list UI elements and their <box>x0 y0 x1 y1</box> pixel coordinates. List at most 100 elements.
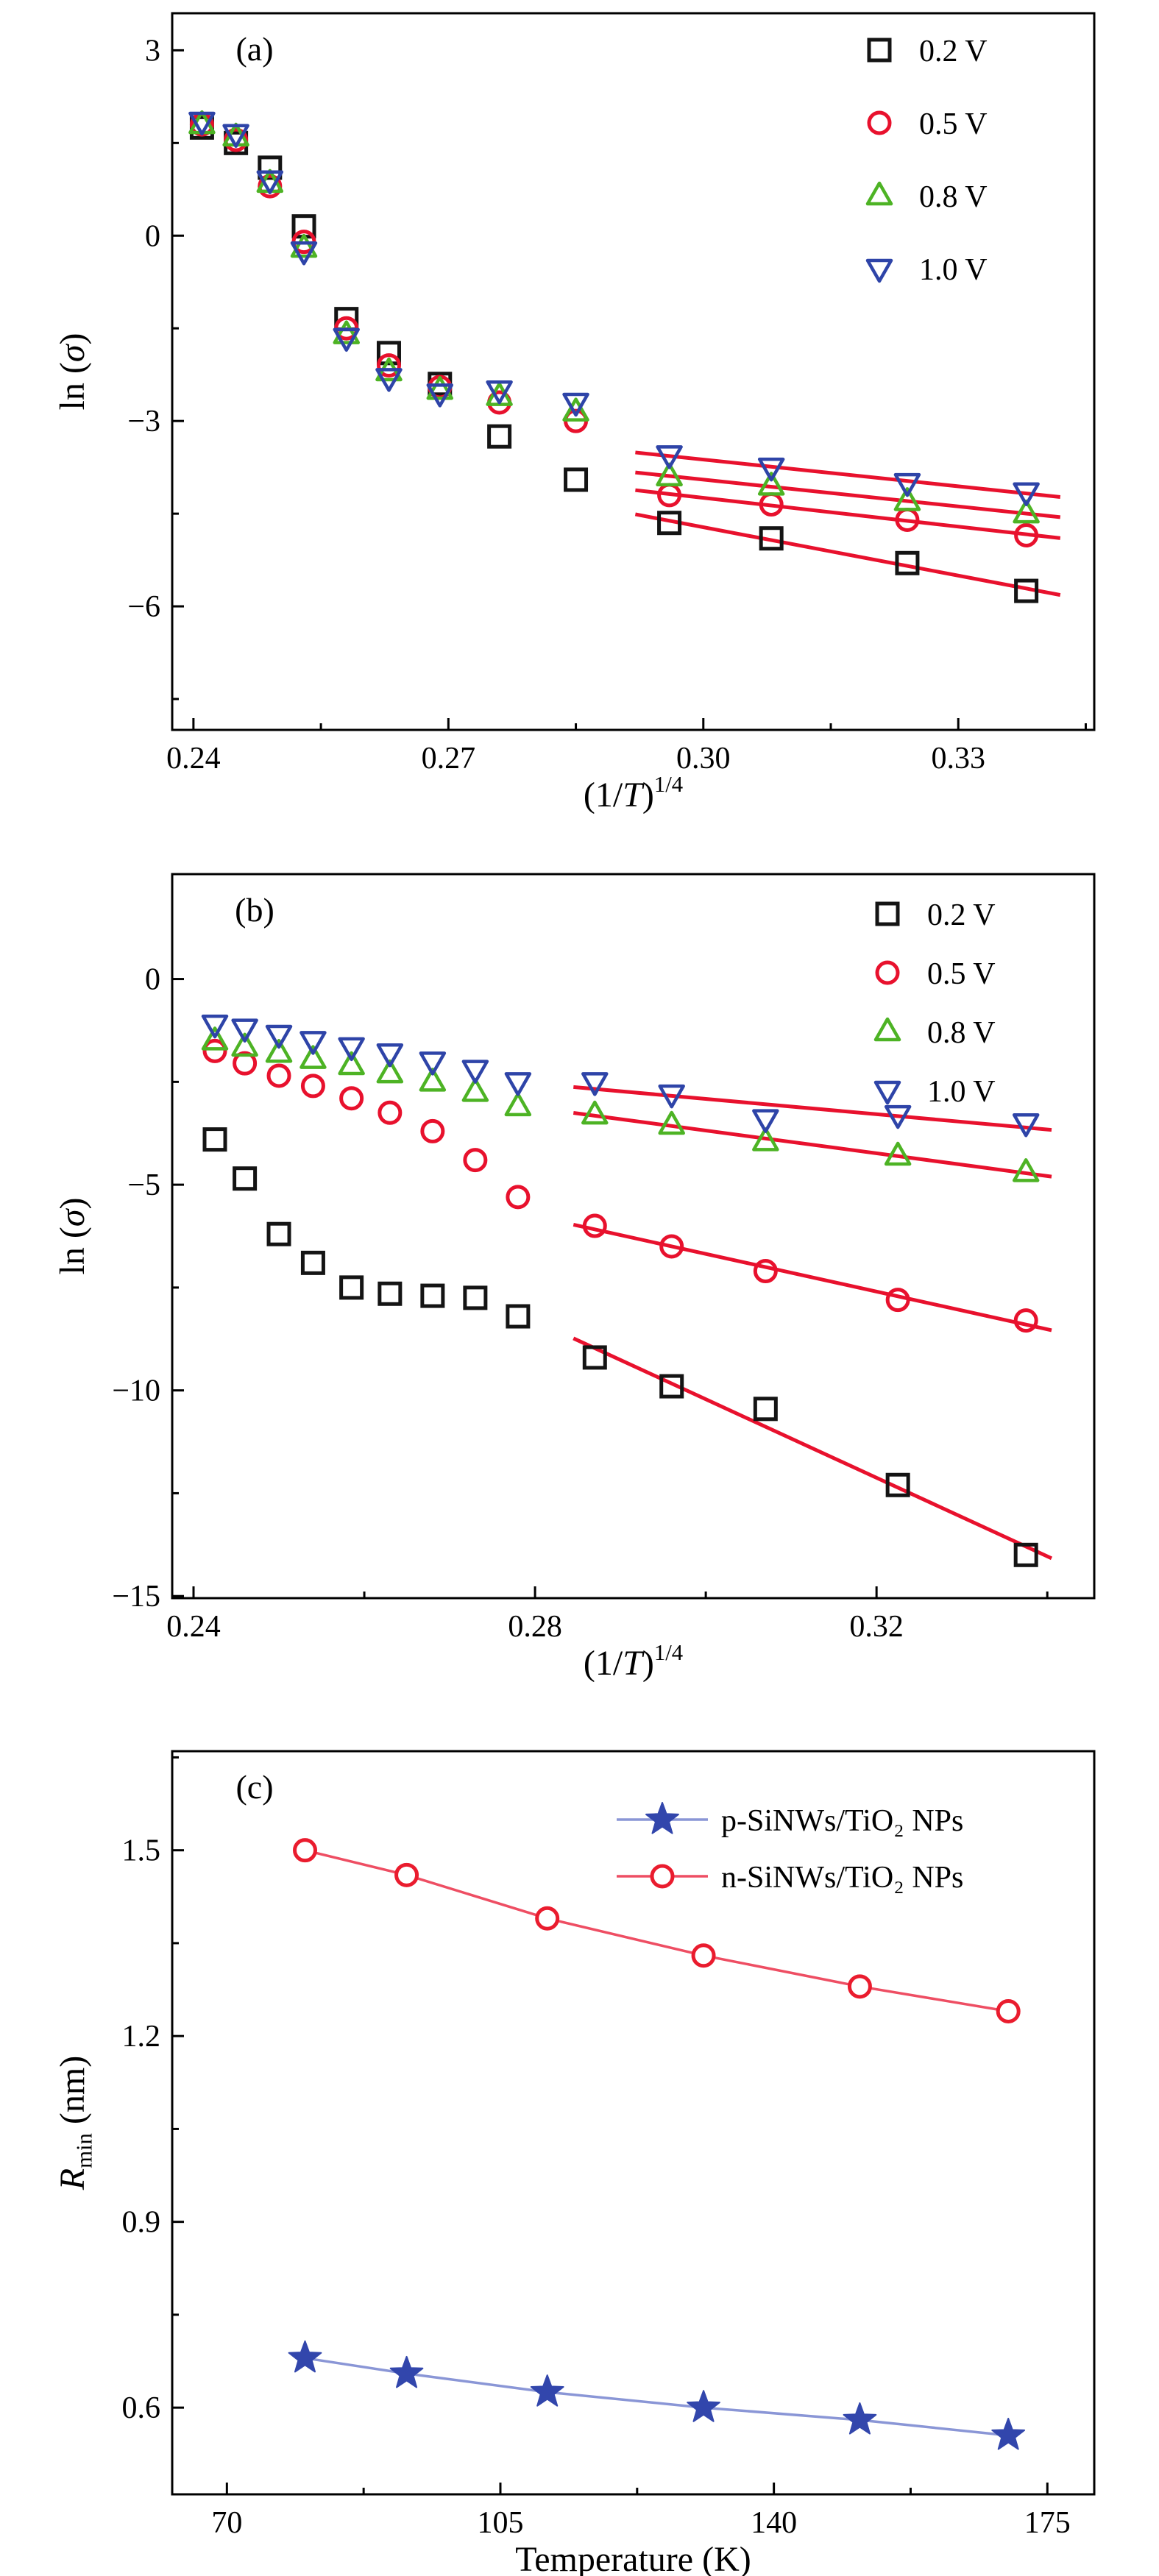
legend-label-1: 0.5 V <box>927 957 996 991</box>
y-tick-label: 3 <box>145 34 160 68</box>
triangle-down-marker <box>188 111 216 136</box>
series-0 <box>202 1127 1038 1567</box>
x-tick-label: 0.24 <box>166 1610 221 1644</box>
x-tick-label: 0.30 <box>676 742 731 776</box>
legend: 0.2 V 0.5 V 0.8 V 1.0 V <box>873 898 996 1109</box>
triangle-up-marker <box>338 1051 365 1076</box>
fit-line-3 <box>573 1085 1052 1132</box>
triangle-up-marker <box>504 1092 532 1117</box>
series-3 <box>201 1014 1040 1138</box>
y-tick-label: 1.2 <box>122 2020 161 2054</box>
star-marker <box>530 2374 564 2407</box>
x-axis-label: (1/T)1/4 <box>584 1640 683 1683</box>
x-tick-label: 0.28 <box>508 1610 562 1644</box>
triangle-down-marker <box>201 1014 229 1039</box>
x-tick-label: 0.24 <box>166 742 221 776</box>
circle-marker <box>266 1063 291 1088</box>
circle-marker <box>691 1943 716 1968</box>
square-marker <box>1014 578 1039 603</box>
triangle-up-marker <box>290 233 318 258</box>
circle-marker <box>659 1234 684 1259</box>
y-axis-label: ln (σ) <box>53 333 92 411</box>
triangle-up-marker <box>562 397 589 422</box>
triangle-down-marker <box>658 1084 685 1109</box>
square-marker <box>378 1281 403 1306</box>
triangle-up-marker <box>752 1127 779 1152</box>
circle-marker <box>394 1862 419 1887</box>
triangle-down-marker <box>504 1072 532 1096</box>
circle-marker <box>463 1148 488 1173</box>
plot-frame <box>171 12 1096 731</box>
y-tick-label: −10 <box>112 1374 160 1408</box>
triangle-down-marker <box>581 1072 609 1096</box>
y-axis-label: ln (σ) <box>53 1198 92 1275</box>
triangle-down-marker <box>333 327 360 352</box>
triangle-down-marker <box>486 380 513 405</box>
legend-marker-1 <box>867 110 892 135</box>
y-tick-label: 0.6 <box>122 2391 161 2425</box>
triangle-down-marker <box>375 368 403 392</box>
triangle-down-marker <box>1012 1113 1040 1138</box>
circle-marker <box>233 1051 258 1076</box>
triangle-down-marker <box>290 241 318 266</box>
series-1 <box>202 1038 1038 1333</box>
triangle-up-marker <box>201 1026 229 1051</box>
chart-panel-a: 0.24 0.27 0.30 0.33−6−303(1/T)1/4ln (σ)(a) 0… <box>0 0 1159 854</box>
square-marker <box>895 550 920 575</box>
triangle-up-marker <box>656 462 683 486</box>
plot-frame <box>171 873 1096 1600</box>
circle-marker <box>376 353 401 378</box>
legend-marker-3 <box>865 258 893 283</box>
fit-line-1 <box>573 1222 1052 1333</box>
triangle-up-marker <box>884 1141 912 1166</box>
panel-c: 70 105 140 175 0.6 0.9 1.2 1.5 Temperature (K) Rm… <box>0 1729 1159 2576</box>
circle-marker <box>753 1259 778 1284</box>
triangle-up-marker <box>426 375 454 400</box>
square-marker <box>487 424 512 449</box>
square-marker <box>1013 1542 1038 1567</box>
triangle-up-marker <box>757 472 785 496</box>
panel-label: (b) <box>235 891 274 929</box>
square-marker <box>885 1472 910 1497</box>
triangle-down-marker <box>656 445 683 469</box>
triangle-up-marker <box>333 320 360 344</box>
square-marker <box>300 1250 325 1275</box>
legend-label-3: 1.0 V <box>927 1075 996 1109</box>
circle-marker <box>300 1074 325 1099</box>
circle-marker <box>1014 523 1039 548</box>
circle-marker <box>885 1288 910 1313</box>
legend-marker-1 <box>650 1864 675 1889</box>
y-tick-label: −6 <box>127 590 160 624</box>
circle-marker <box>293 1838 318 1863</box>
circle-marker <box>339 1086 364 1111</box>
legend-label-0: 0.2 V <box>919 35 988 68</box>
triangle-down-marker <box>265 1024 293 1049</box>
legend-marker-0 <box>645 1802 679 1834</box>
triangle-up-marker <box>581 1100 609 1125</box>
triangle-up-marker <box>300 1045 327 1069</box>
triangle-down-marker <box>426 383 454 408</box>
y-tick-label: −15 <box>112 1580 160 1614</box>
x-tick-label: 0.32 <box>849 1610 904 1644</box>
series-0 <box>288 2340 1026 2450</box>
legend-label-2: 0.8 V <box>919 180 988 214</box>
x-tick-label: 70 <box>211 2506 242 2540</box>
triangle-up-marker <box>376 1059 404 1084</box>
fit-line-3 <box>635 450 1061 499</box>
triangle-down-marker <box>562 392 589 417</box>
legend-label-0: 0.2 V <box>927 898 996 932</box>
star-marker <box>687 2390 720 2422</box>
square-marker <box>463 1285 488 1310</box>
x-axis-label: Temperature (K) <box>515 2540 751 2576</box>
fit-line-0 <box>634 512 1061 597</box>
x-axis-label: (1/T)1/4 <box>584 772 683 815</box>
triangle-down-marker <box>893 472 921 497</box>
square-marker <box>753 1397 778 1422</box>
legend-marker-0 <box>867 38 892 63</box>
chart-panel-c: 70 105 140 175 0.6 0.9 1.2 1.5 Temperature (K) Rm… <box>0 1729 1159 2576</box>
triangle-up-marker <box>1012 1158 1040 1182</box>
triangle-down-marker <box>338 1037 365 1062</box>
circle-marker <box>420 1118 445 1143</box>
triangle-up-marker <box>1013 499 1040 524</box>
triangle-down-marker <box>757 457 785 482</box>
